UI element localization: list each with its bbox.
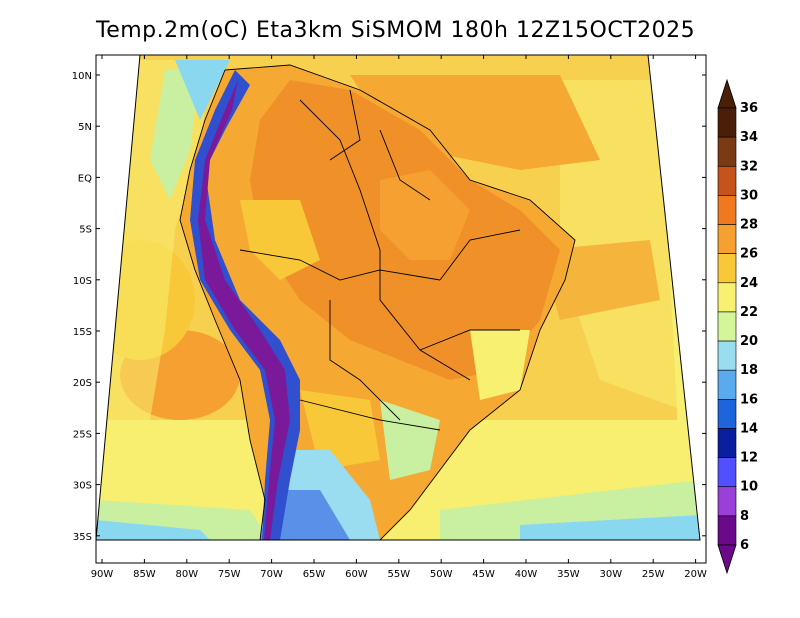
lat-label: 15S — [73, 327, 92, 338]
colorbar-label: 34 — [740, 130, 758, 145]
colorbar-label: 26 — [740, 247, 758, 262]
lon-label: 40W — [515, 569, 538, 580]
border-4 — [439, 229, 521, 281]
colorbar-segment — [717, 399, 737, 429]
lon-label: 30W — [599, 569, 622, 580]
lon-label: 55W — [387, 569, 410, 580]
colorbar-segment — [717, 136, 737, 167]
colorbar: 36 34 32 30 28 26 24 22 20 18 16 14 12 10 8 6 — [717, 78, 758, 575]
colorbar-segment — [717, 369, 737, 400]
lon-label: 35W — [557, 569, 580, 580]
political-boundaries — [179, 64, 576, 541]
border-3 — [329, 300, 401, 421]
east-coastline — [224, 64, 576, 541]
border-6 — [299, 399, 441, 431]
interior-patch — [380, 170, 470, 260]
lon-label: 20W — [684, 569, 707, 580]
colorbar-label: 14 — [740, 421, 758, 436]
colorbar-segment — [717, 515, 737, 546]
latitude-axis: 10N 5N EQ 5S 10S 15S 20S 25S 30S 35S — [72, 71, 706, 543]
colorbar-label: 24 — [740, 276, 758, 291]
lat-label: 10N — [72, 71, 92, 82]
colorbar-label: 36 — [740, 101, 758, 116]
colorbar-label: 30 — [740, 188, 758, 203]
lat-label: 5S — [79, 225, 92, 236]
lon-label: 65W — [303, 569, 326, 580]
colorbar-segment — [717, 165, 737, 196]
colorbar-label: 6 — [740, 538, 749, 553]
longitude-axis: 90W 85W 80W 75W 70W 65W 60W 55W 50W 45W 40W 35W 30W 2… — [91, 55, 707, 580]
colorbar-segment — [717, 195, 737, 225]
west-coastline — [179, 69, 266, 541]
colorbar-label: 20 — [740, 334, 758, 349]
lon-label: 50W — [430, 569, 453, 580]
colorbar-bottom-arrow — [717, 544, 737, 575]
lat-label: 30S — [73, 481, 92, 492]
border-8 — [329, 89, 361, 161]
border-5 — [419, 329, 520, 351]
colorbar-segment — [717, 428, 737, 458]
map-title: Temp.2m(oC) Eta3km SiSMOM 180h 12Z15OCT2… — [96, 18, 696, 43]
lat-label: EQ — [78, 173, 92, 184]
lon-label: 45W — [472, 569, 495, 580]
colorbar-segment — [717, 340, 737, 371]
lat-label: 25S — [73, 429, 92, 440]
border-7 — [379, 129, 431, 201]
south-brazil-mild — [380, 400, 440, 480]
lat-label: 5N — [78, 122, 92, 133]
lat-label: 35S — [73, 532, 92, 543]
andes-blue — [190, 70, 300, 540]
temperature-field — [96, 55, 700, 540]
lon-label: 70W — [260, 569, 283, 580]
border-2 — [239, 249, 441, 281]
colorbar-segment — [717, 311, 737, 342]
andes-purple — [198, 80, 290, 540]
colorbar-label: 22 — [740, 305, 758, 320]
lon-label: 60W — [345, 569, 368, 580]
south-blue-west — [96, 520, 210, 540]
plot-frame — [95, 54, 707, 564]
colorbar-label: 16 — [740, 392, 758, 407]
colorbar-segment — [717, 457, 737, 488]
lon-label: 90W — [91, 569, 114, 580]
colorbar-segment — [717, 282, 737, 313]
colorbar-top-arrow — [717, 78, 737, 109]
colorbar-label: 8 — [740, 509, 749, 524]
colorbar-segment — [717, 253, 737, 284]
colorbar-segment — [717, 486, 737, 517]
lon-label: 80W — [175, 569, 198, 580]
colorbar-label: 18 — [740, 363, 758, 378]
colorbar-label: 28 — [740, 218, 758, 233]
lat-label: 20S — [73, 378, 92, 389]
colorbar-segment — [717, 224, 737, 254]
colorbar-segment — [717, 107, 737, 138]
colorbar-label: 12 — [740, 451, 758, 466]
lon-label: 85W — [133, 569, 156, 580]
colorbar-label: 10 — [740, 480, 758, 495]
lon-label: 25W — [642, 569, 665, 580]
southeast-mild — [470, 330, 530, 400]
coast-green — [150, 70, 200, 200]
lat-label: 10S — [73, 276, 92, 287]
atlantic-warm — [350, 75, 600, 170]
south-blue-east — [520, 515, 700, 540]
lon-label: 75W — [218, 569, 241, 580]
colorbar-label: 32 — [740, 159, 758, 174]
coast-blue — [175, 60, 230, 120]
